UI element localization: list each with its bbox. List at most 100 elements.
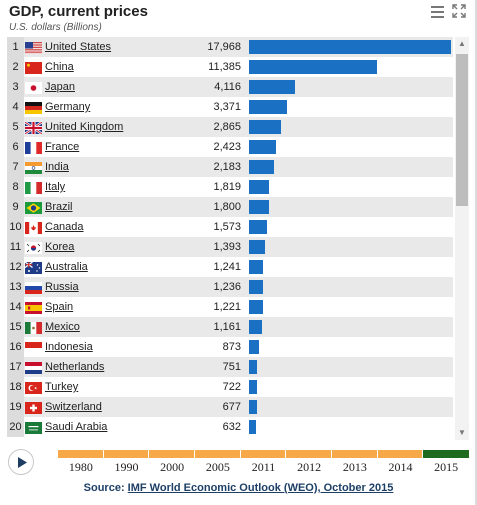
country-link[interactable]: India (45, 161, 69, 173)
value-label: 1,241 (213, 261, 241, 273)
source-link[interactable]: IMF World Economic Outlook (WEO), Octobe… (127, 482, 394, 494)
country-link[interactable]: Russia (45, 281, 79, 293)
scroll-down-icon[interactable]: ▼ (458, 428, 466, 437)
rank-number: 2 (7, 57, 24, 77)
rank-number: 10 (7, 217, 24, 237)
gdp-bar (249, 200, 269, 214)
flag-icon (25, 141, 42, 154)
timeline-segment[interactable] (103, 450, 149, 458)
timeline-segment[interactable] (286, 450, 331, 458)
country-link[interactable]: Switzerland (45, 401, 102, 413)
chart-title: GDP, current prices (9, 3, 148, 20)
expand-arrows-icon[interactable] (452, 4, 466, 18)
value-label: 1,221 (213, 301, 241, 313)
scroll-up-icon[interactable]: ▲ (458, 39, 466, 48)
table-row: 19 Switzerland 677 (7, 397, 453, 417)
rank-number: 13 (7, 277, 24, 297)
rank-number: 17 (7, 357, 24, 377)
value-label: 1,236 (213, 281, 241, 293)
country-link[interactable]: China (45, 61, 74, 73)
country-link[interactable]: Spain (45, 301, 74, 313)
timeline-segment[interactable] (58, 450, 103, 458)
timeline-year-label[interactable]: 2014 (388, 460, 413, 474)
country-link[interactable]: United States (45, 41, 112, 53)
ranking-list: 1 United States 17,968 2 China 11,385 3 Japan 4,… (7, 37, 453, 440)
flag-icon (25, 81, 42, 94)
country-link[interactable]: Turkey (45, 381, 79, 393)
value-label: 1,800 (213, 201, 241, 213)
table-row: 9 Brazil 1,800 (7, 197, 453, 217)
scroll-thumb[interactable] (456, 54, 468, 206)
country-link[interactable]: Germany (45, 101, 91, 113)
timeline-segment[interactable] (377, 450, 423, 458)
timeline-years: 1980 1990 2000 2005 2011 2012 2013 2014 2015 (58, 458, 469, 476)
timeline-year-label[interactable]: 2011 (251, 460, 276, 474)
table-row: 17 Netherlands 751 (7, 357, 453, 377)
hamburger-menu-icon[interactable] (431, 6, 444, 18)
scrollbar[interactable]: ▲ ▼ (455, 37, 469, 440)
value-label: 2,423 (213, 141, 241, 153)
gdp-bar (249, 320, 262, 334)
value-label: 1,573 (213, 221, 241, 233)
value-label: 632 (222, 421, 241, 433)
country-link[interactable]: Indonesia (45, 341, 93, 353)
timeline-year-label[interactable]: 1990 (114, 460, 139, 474)
country-link[interactable]: Brazil (45, 201, 73, 213)
timeline-year-label[interactable]: 1980 (68, 460, 93, 474)
country-link[interactable]: Australia (45, 261, 88, 273)
rank-number: 6 (7, 137, 24, 157)
flag-icon (25, 101, 42, 114)
country-link[interactable]: Italy (45, 181, 66, 193)
timeline-segment[interactable] (195, 450, 240, 458)
timeline-segment[interactable] (332, 450, 377, 458)
table-row: 6 France 2,423 (7, 137, 453, 157)
flag-icon (25, 301, 42, 314)
flag-icon (24, 261, 42, 274)
rank-number: 7 (7, 157, 24, 177)
timeline-year-label[interactable]: 2012 (297, 460, 322, 474)
gdp-bar (249, 60, 377, 74)
year-timeline: 1980 1990 2000 2005 2011 2012 2013 2014 2015 (0, 446, 477, 478)
rank-number: 9 (7, 197, 24, 217)
gdp-bar (249, 300, 263, 314)
country-link[interactable]: Canada (45, 221, 84, 233)
rank-number: 15 (7, 317, 24, 337)
timeline-track[interactable] (58, 450, 469, 458)
timeline-year-label[interactable]: 2013 (342, 460, 367, 474)
rank-number: 12 (7, 257, 24, 277)
value-label: 1,393 (213, 241, 241, 253)
value-label: 1,819 (213, 181, 241, 193)
gdp-bar (249, 40, 451, 54)
country-link[interactable]: Saudi Arabia (45, 421, 108, 433)
flag-icon (24, 121, 43, 135)
rank-number: 4 (7, 97, 24, 117)
country-link[interactable]: Japan (45, 81, 75, 93)
gdp-bar (249, 80, 295, 94)
country-link[interactable]: Netherlands (45, 361, 105, 373)
flag-icon (25, 61, 42, 74)
timeline-segment[interactable] (149, 450, 194, 458)
gdp-bar (249, 100, 287, 114)
country-link[interactable]: United Kingdom (45, 121, 124, 133)
timeline-year-label[interactable]: 2000 (160, 460, 185, 474)
table-row: 20 Saudi Arabia 632 (7, 417, 453, 437)
country-link[interactable]: Korea (45, 241, 75, 253)
table-row: 15 Mexico 1,161 (7, 317, 453, 337)
table-row: 11 Korea 1,393 (7, 237, 453, 257)
gdp-bar (249, 160, 274, 174)
flag-icon (25, 401, 42, 414)
table-row: 2 China 11,385 (7, 57, 453, 77)
timeline-year-label[interactable]: 2015 (434, 460, 459, 474)
flag-icon (25, 181, 42, 194)
timeline-segment[interactable] (423, 450, 469, 458)
rank-number: 3 (7, 77, 24, 97)
country-link[interactable]: Mexico (45, 321, 80, 333)
timeline-year-label[interactable]: 2005 (205, 460, 230, 474)
value-label: 4,116 (214, 81, 241, 93)
table-row: 16 Indonesia 873 (7, 337, 453, 357)
gdp-bar (249, 260, 263, 274)
play-button[interactable] (8, 449, 34, 475)
table-row: 7 India 2,183 (7, 157, 453, 177)
country-link[interactable]: France (45, 141, 80, 153)
timeline-segment[interactable] (240, 450, 286, 458)
